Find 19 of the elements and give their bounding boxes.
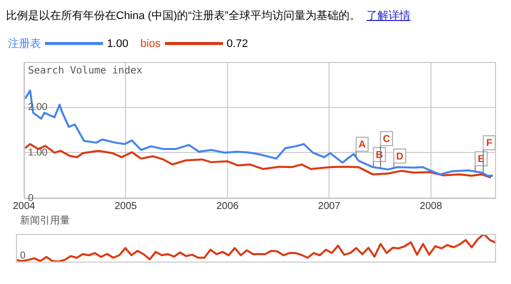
y-axis-title: Search Volume index [28,66,142,77]
chart-title: 比例是以在所有年份在China (中国)的“注册表”全球平均访问量为基础的。 [6,10,360,22]
x-tick-label: 2005 [114,200,138,212]
chart-subtitle: 了解详情 [366,10,410,22]
x-tick-label: 2004 [12,200,36,212]
y-tick-label: 1.00 [28,147,48,158]
text: 1.00 [107,38,128,50]
text: 注册表 [8,36,41,51]
x-tick-label: 2008 [420,200,442,212]
text: bios [140,38,161,50]
annotation: 0 [20,250,26,262]
annotation: D [396,151,404,162]
annotation: A [358,139,366,150]
annotation: F [486,138,492,150]
text: 0.72 [226,38,248,50]
x-tick-label: 2006 [216,200,240,212]
x-tick-label: 2007 [318,200,341,212]
y-axis-title: 新闻引用量 [20,214,70,227]
annotation: C [382,134,390,145]
